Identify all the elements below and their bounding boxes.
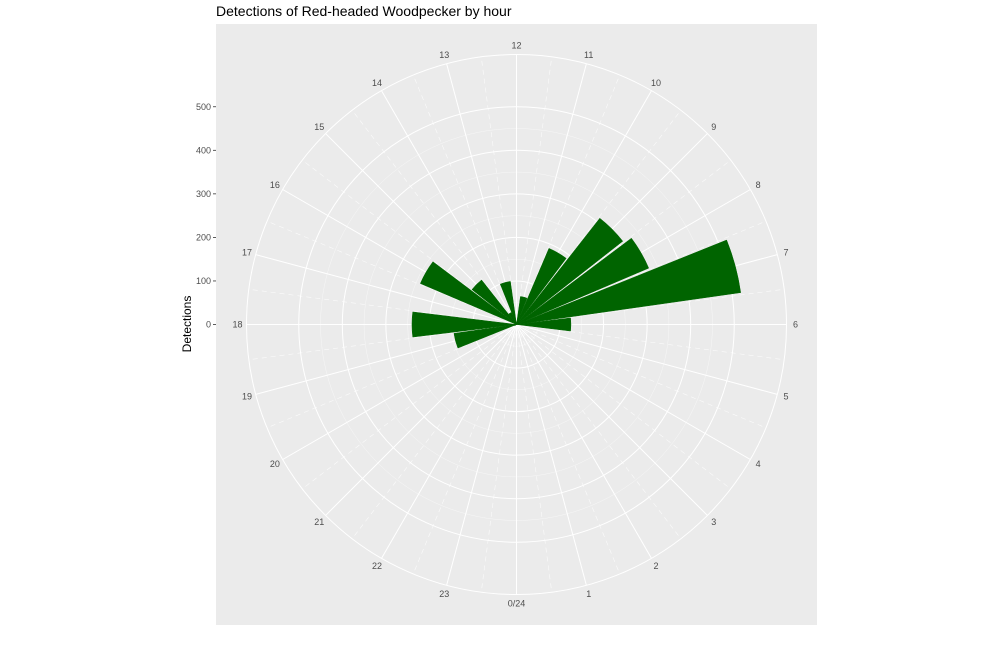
grid-spoke [325,324,517,516]
y-tick-label: 200 [196,232,211,242]
hour-label: 4 [756,459,761,469]
grid-spoke-minor [412,324,517,575]
bar-hour-13 [499,281,517,325]
hour-axis-labels: 0/24123456789101112131415161718192021222… [232,41,798,609]
y-tick-label: 100 [196,276,211,286]
hour-label: 10 [651,78,661,88]
hour-label: 1 [586,589,591,599]
grid-spoke-minor [266,324,517,429]
hour-label: 18 [232,320,242,330]
grid-spoke [516,63,587,325]
hour-label: 21 [314,517,324,527]
bar-hour-19 [453,324,517,349]
grid-spoke-minor [412,74,517,325]
grid-spoke-minor [516,110,682,325]
grid-spoke-minor [516,288,785,325]
grid-spoke [381,90,517,325]
bar-hour-18 [411,311,517,338]
grid-spoke [282,324,517,460]
grid-spoke-minor [302,159,517,325]
hour-label: 22 [372,561,382,571]
bar-hour-15 [471,279,517,325]
grid-spoke-minor [302,324,517,490]
bar-hour-16 [420,261,517,325]
grid-spoke-minor [516,324,621,575]
grid-spoke [516,324,652,559]
bar-hour-10 [516,248,567,325]
y-tick-label: 400 [196,145,211,155]
grid-spoke-minor [248,288,517,325]
grid-spoke [516,324,778,395]
hour-label: 2 [653,561,658,571]
bar-series [411,217,741,349]
bar-hour-11 [516,296,528,325]
hour-label: 6 [793,320,798,330]
bar-hour-9 [516,217,624,325]
hour-label: 3 [711,517,716,527]
grid-spoke [516,324,751,460]
grid-spoke-minor [351,324,517,539]
bar-hour-14 [508,312,517,325]
grid-spoke-minor [266,220,517,325]
grid-spoke-minor [516,324,767,429]
hour-label: 13 [439,50,449,60]
hour-label: 16 [270,180,280,190]
grid-spoke [446,63,517,325]
grid-spoke-minor [516,74,621,325]
hour-label: 8 [756,180,761,190]
hour-label: 15 [314,122,324,132]
bar-hour-8 [516,237,650,325]
grid-spoke-minor [516,324,785,361]
grid-spoke-minor [480,324,517,593]
grid-spoke [381,324,517,559]
grid-spoke-minor [351,110,517,325]
hour-label: 14 [372,78,382,88]
grid-spoke-minor [516,324,682,539]
hour-label: 5 [783,392,788,402]
grid-spoke [516,324,708,516]
chart-title: Detections of Red-headed Woodpecker by h… [216,3,512,19]
hour-label: 12 [511,41,521,51]
hour-label: 20 [270,459,280,469]
grid-spoke-minor [516,56,553,325]
grid-spoke-minor [516,324,731,490]
y-tick-label: 500 [196,102,211,112]
grid-spoke [255,254,517,325]
y-axis: 0 100 200 300 400 500 [196,102,216,330]
bar-hour-7 [516,239,741,325]
hour-label: 11 [584,50,593,60]
grid-spoke-minor [248,324,517,361]
grid-spoke-minor [516,220,767,325]
hour-label: 0/24 [508,599,526,609]
hour-label: 17 [242,247,252,257]
bar-hour-20 [514,324,517,327]
y-tick-label: 300 [196,189,211,199]
grid-spoke-minor [516,324,553,593]
hour-label: 23 [439,589,449,599]
grid-spoke [516,324,587,586]
y-tick-label: 0 [206,320,211,330]
grid-spoke [446,324,517,586]
y-axis-title: Detections [180,296,194,353]
hour-label: 7 [783,247,788,257]
grid-spoke-minor [480,56,517,325]
hour-label: 19 [242,392,252,402]
grid-spoke-minor [516,159,731,325]
bar-hour-6 [516,317,572,332]
hour-label: 9 [711,122,716,132]
